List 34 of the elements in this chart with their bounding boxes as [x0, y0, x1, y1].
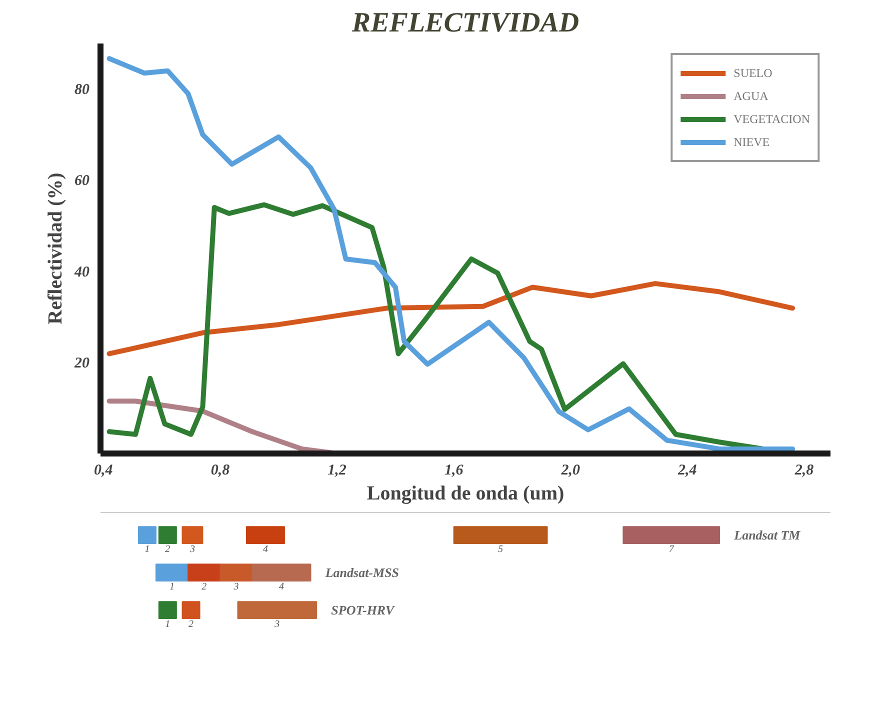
category-label: Landsat-MSS: [325, 565, 400, 580]
y-tick-label: 20: [74, 355, 90, 372]
annotation: 1: [170, 581, 175, 592]
annotation: 2: [188, 618, 194, 630]
annotation: 4: [279, 581, 284, 592]
x-tick-label: 1,6: [444, 462, 464, 478]
annotation: 4: [262, 544, 268, 555]
x-tick-label: 0,8: [210, 462, 230, 478]
legend-label: VEGETACION: [734, 112, 810, 126]
chart-title: REFLECTIVIDAD: [350, 8, 580, 38]
annotation: 3: [274, 618, 280, 630]
legend-label: SUELO: [734, 66, 772, 80]
x-tick-label: 1,2: [328, 462, 347, 478]
x-tick-label: 2,4: [677, 462, 698, 478]
x-tick-label: 0,4: [94, 462, 114, 478]
x-tick-label: 2,0: [560, 462, 580, 478]
x-tick-label: 2,8: [794, 462, 814, 478]
annotation: 7: [668, 544, 675, 555]
annotation: 2: [165, 544, 170, 555]
category-label: SPOT-HRV: [331, 602, 394, 618]
y-tick-label: 80: [74, 82, 90, 98]
x-axis-title: Longitud de onda (um): [366, 482, 564, 504]
annotation: 1: [165, 618, 170, 630]
annotation: 3: [232, 581, 239, 592]
category-label: Landsat TM: [734, 528, 800, 542]
y-tick-label: 40: [74, 264, 90, 280]
annotation: 3: [188, 544, 195, 555]
annotation: 1: [144, 544, 150, 555]
legend-label: AGUA: [734, 88, 768, 104]
legend-label: NIEVE: [734, 134, 770, 150]
y-axis-title: Reflectividad (%): [44, 172, 66, 324]
annotation: 5: [498, 544, 504, 555]
annotation: 2: [202, 581, 207, 592]
y-tick-label: 60: [74, 173, 90, 190]
